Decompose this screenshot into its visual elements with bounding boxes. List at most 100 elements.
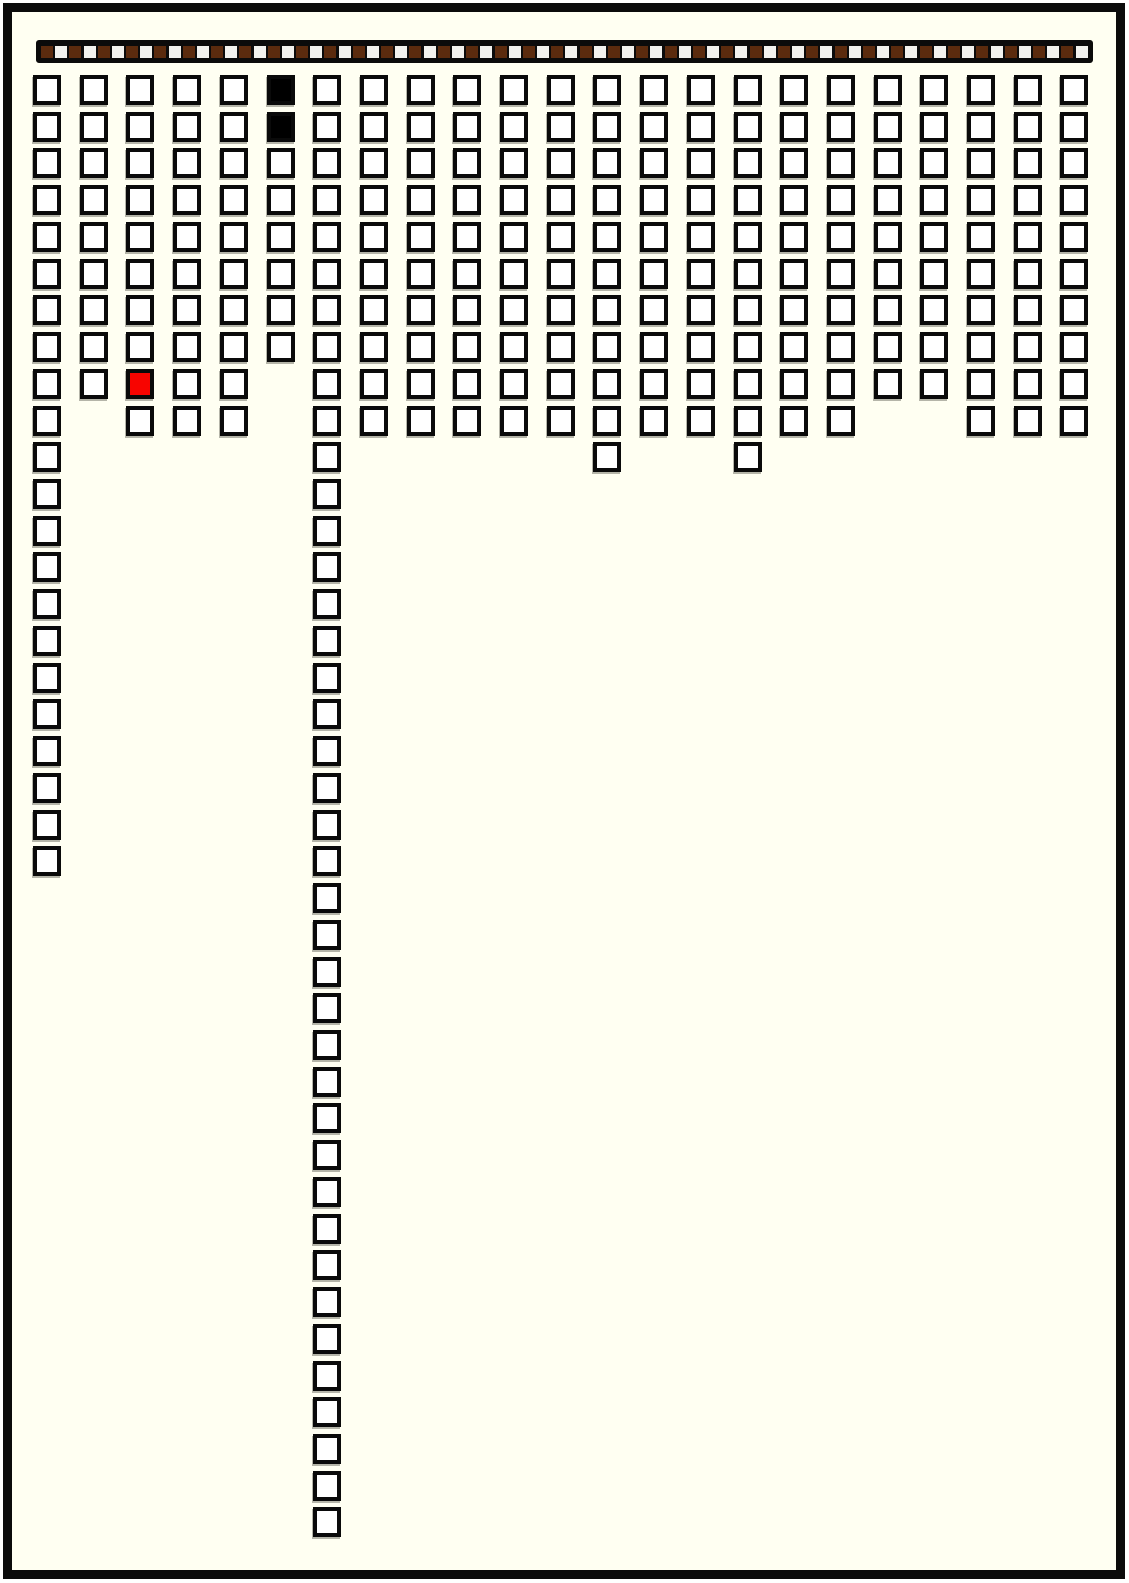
- grid-cell[interactable]: [33, 112, 61, 142]
- grid-cell[interactable]: [33, 663, 61, 693]
- grid-cell[interactable]: [220, 295, 248, 325]
- grid-cell[interactable]: [173, 75, 201, 105]
- grid-cell[interactable]: [827, 75, 855, 105]
- grid-cell[interactable]: [313, 736, 341, 766]
- grid-cell[interactable]: [453, 259, 481, 289]
- grid-cell[interactable]: [500, 75, 528, 105]
- grid-cell[interactable]: [1014, 369, 1042, 399]
- grid-cell[interactable]: [593, 332, 621, 362]
- grid-cell[interactable]: [313, 295, 341, 325]
- grid-cell[interactable]: [687, 369, 715, 399]
- grid-cell[interactable]: [1014, 295, 1042, 325]
- grid-cell[interactable]: [1060, 185, 1088, 215]
- grid-cell[interactable]: [360, 75, 388, 105]
- grid-cell[interactable]: [220, 112, 248, 142]
- grid-cell[interactable]: [1060, 112, 1088, 142]
- grid-cell[interactable]: [874, 295, 902, 325]
- grid-cell[interactable]: [967, 332, 995, 362]
- grid-cell[interactable]: [80, 75, 108, 105]
- grid-cell[interactable]: [500, 222, 528, 252]
- grid-cell[interactable]: [33, 295, 61, 325]
- grid-cell[interactable]: [407, 259, 435, 289]
- grid-cell[interactable]: [1014, 259, 1042, 289]
- grid-cell[interactable]: [967, 295, 995, 325]
- grid-cell[interactable]: [640, 222, 668, 252]
- grid-cell[interactable]: [780, 148, 808, 178]
- grid-cell[interactable]: [220, 406, 248, 436]
- grid-cell[interactable]: [500, 332, 528, 362]
- grid-cell[interactable]: [827, 185, 855, 215]
- grid-cell[interactable]: [827, 148, 855, 178]
- grid-cell[interactable]: [920, 259, 948, 289]
- grid-cell[interactable]: [874, 369, 902, 399]
- grid-cell[interactable]: [547, 185, 575, 215]
- grid-cell[interactable]: [33, 442, 61, 472]
- grid-cell[interactable]: [407, 369, 435, 399]
- grid-cell[interactable]: [593, 148, 621, 178]
- grid-cell[interactable]: [780, 406, 808, 436]
- grid-cell[interactable]: [547, 148, 575, 178]
- grid-cell[interactable]: [640, 369, 668, 399]
- grid-cell[interactable]: [734, 442, 762, 472]
- grid-cell[interactable]: [453, 332, 481, 362]
- grid-cell[interactable]: [126, 185, 154, 215]
- grid-cell[interactable]: [313, 957, 341, 987]
- grid-cell[interactable]: [33, 148, 61, 178]
- grid-cell[interactable]: [453, 75, 481, 105]
- grid-cell[interactable]: [734, 406, 762, 436]
- grid-cell[interactable]: [640, 75, 668, 105]
- grid-cell[interactable]: [874, 185, 902, 215]
- grid-cell[interactable]: [126, 259, 154, 289]
- grid-cell[interactable]: [500, 295, 528, 325]
- grid-cell[interactable]: [547, 369, 575, 399]
- grid-cell[interactable]: [313, 552, 341, 582]
- grid-cell[interactable]: [547, 295, 575, 325]
- grid-cell[interactable]: [687, 222, 715, 252]
- grid-cell[interactable]: [967, 406, 995, 436]
- grid-cell[interactable]: [687, 112, 715, 142]
- grid-cell[interactable]: [33, 846, 61, 876]
- grid-cell[interactable]: [360, 148, 388, 178]
- grid-cell[interactable]: [687, 185, 715, 215]
- grid-cell[interactable]: [967, 369, 995, 399]
- grid-cell[interactable]: [173, 148, 201, 178]
- grid-cell[interactable]: [687, 259, 715, 289]
- grid-cell[interactable]: [407, 295, 435, 325]
- grid-cell[interactable]: [407, 222, 435, 252]
- grid-cell[interactable]: [313, 920, 341, 950]
- grid-cell[interactable]: [313, 112, 341, 142]
- grid-cell[interactable]: [547, 332, 575, 362]
- grid-cell[interactable]: [780, 222, 808, 252]
- grid-cell[interactable]: [220, 185, 248, 215]
- grid-cell[interactable]: [827, 406, 855, 436]
- grid-cell[interactable]: [33, 479, 61, 509]
- grid-cell[interactable]: [80, 295, 108, 325]
- grid-cell[interactable]: [313, 75, 341, 105]
- grid-cell[interactable]: [313, 846, 341, 876]
- grid-cell[interactable]: [173, 332, 201, 362]
- grid-cell[interactable]: [267, 222, 295, 252]
- grid-cell[interactable]: [1060, 75, 1088, 105]
- grid-cell[interactable]: [1060, 332, 1088, 362]
- grid-cell[interactable]: [313, 1471, 341, 1501]
- grid-cell[interactable]: [220, 332, 248, 362]
- grid-cell[interactable]: [920, 75, 948, 105]
- grid-cell[interactable]: [640, 185, 668, 215]
- grid-cell[interactable]: [313, 773, 341, 803]
- grid-cell[interactable]: [687, 295, 715, 325]
- grid-cell[interactable]: [734, 112, 762, 142]
- grid-cell[interactable]: [593, 112, 621, 142]
- grid-cell[interactable]: [313, 663, 341, 693]
- grid-cell[interactable]: [920, 112, 948, 142]
- grid-cell[interactable]: [33, 810, 61, 840]
- grid-cell[interactable]: [874, 259, 902, 289]
- grid-cell[interactable]: [640, 295, 668, 325]
- grid-cell[interactable]: [360, 332, 388, 362]
- grid-cell[interactable]: [593, 75, 621, 105]
- grid-cell[interactable]: [173, 369, 201, 399]
- grid-cell[interactable]: [453, 185, 481, 215]
- grid-cell[interactable]: [734, 148, 762, 178]
- grid-cell[interactable]: [360, 222, 388, 252]
- grid-cell[interactable]: [827, 222, 855, 252]
- grid-cell[interactable]: [33, 259, 61, 289]
